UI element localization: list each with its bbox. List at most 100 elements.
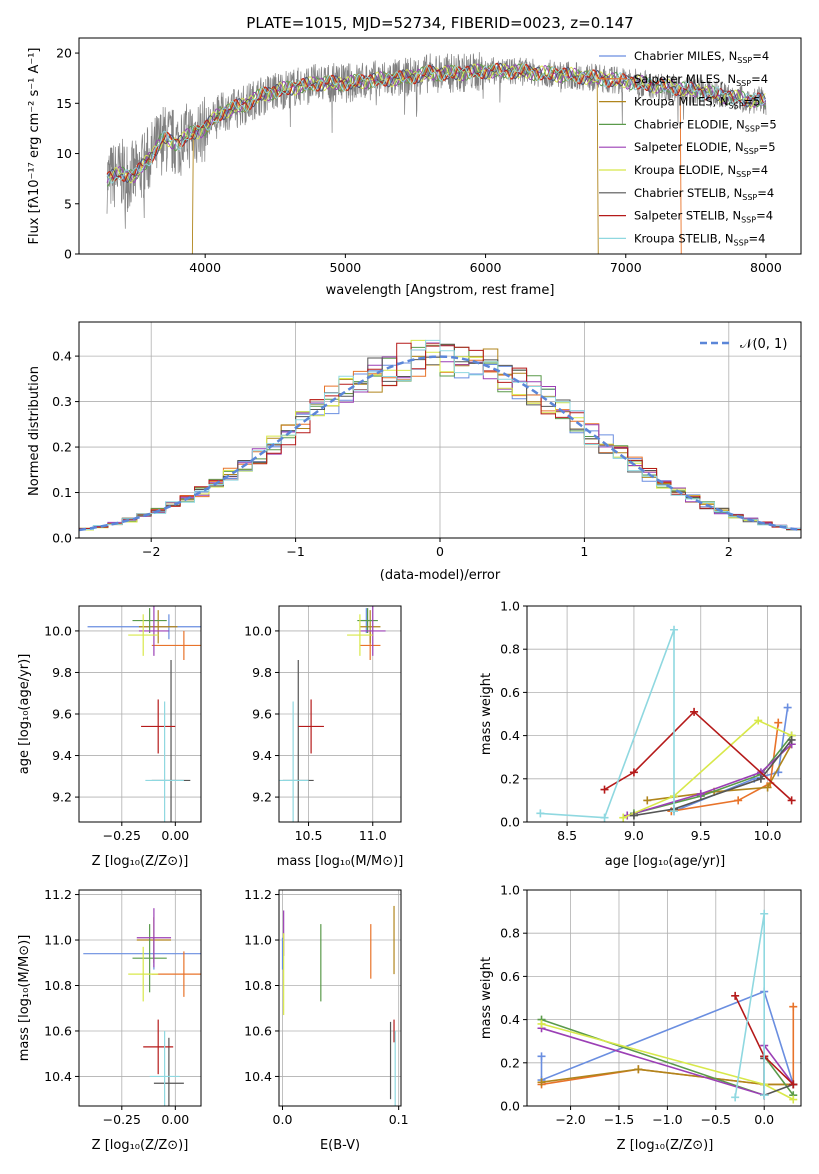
x-tick-label: −0.5 [701, 1112, 731, 1127]
x-tick-label: 7000 [610, 260, 642, 275]
y-tick-label: 9.6 [252, 707, 272, 722]
y-tick-label: 0.0 [500, 1099, 520, 1114]
weight-point-marker [619, 813, 628, 822]
weight-point-marker [643, 796, 652, 805]
y-tick-label: 9.4 [52, 748, 72, 763]
axes-frame [278, 889, 402, 1107]
legend-label-5: Kroupa ELODIE, NSSP=4 [634, 163, 768, 179]
weight-line-8 [540, 629, 675, 819]
weight-line-7 [604, 710, 793, 801]
weight-point-marker [763, 783, 772, 792]
plot-area [279, 606, 386, 822]
mass-y-label: mass [log₁₀(M/M⊙)] [17, 935, 32, 1062]
mass-vs-metallicity-panel: −0.25 0.00 10.4 10.6 10.8 11.0 11.2 [44, 887, 202, 1127]
weight-point-marker [600, 813, 609, 822]
x-tick-label: 4000 [189, 260, 221, 275]
weight-point-marker [754, 716, 763, 725]
y-tick-label: 0.6 [500, 685, 520, 700]
weight-point-marker [537, 1019, 546, 1028]
y-tick-label: 11.0 [44, 933, 72, 948]
normal-curve-legend-label: 𝒩(0, 1) [740, 337, 787, 352]
weight-point-marker [696, 789, 705, 798]
legend-label-6: Chabrier STELIB, NSSP=4 [634, 186, 774, 202]
weight-point-marker [789, 1002, 798, 1011]
x-tick-label: 10.5 [295, 828, 323, 843]
model-spectrum-8 [106, 63, 766, 184]
x-tick-label: −0.25 [103, 828, 141, 843]
residual-histogram-panel: −2 −1 0 1 2 0.0 0.1 0.2 0.3 0.4 [52, 321, 802, 559]
weight-line-3 [633, 735, 793, 815]
weight-point-marker [789, 1095, 798, 1104]
x-tick-label: 0.1 [389, 1112, 409, 1127]
observed-spectrum [106, 52, 767, 229]
weight-z-x-label: Z [log₁₀(Z/Z⊙)] [617, 1138, 714, 1153]
x-tick-label: −2.0 [555, 1112, 585, 1127]
weight-line-2 [647, 743, 793, 802]
y-tick-label: 0.3 [52, 394, 72, 409]
weight-point-marker [787, 796, 796, 805]
histogram-legend: 𝒩(0, 1) [700, 337, 787, 352]
x-tick-label: −1 [286, 544, 304, 559]
x-tick-label: 0.00 [161, 1112, 189, 1127]
weight-point-marker [629, 811, 638, 820]
y-tick-label: 0.0 [52, 531, 72, 546]
legend-label-1: Salpeter MILES, NSSP=4 [634, 72, 768, 88]
x-tick-label: −0.25 [103, 1112, 141, 1127]
y-tick-label: 0.2 [500, 771, 520, 786]
normal-curve [79, 355, 801, 532]
mass-vs-ebv-panel: 0.0 0.1 10.4 10.6 10.8 11.0 11.2 [244, 887, 408, 1127]
x-tick-label: 0.00 [161, 828, 189, 843]
plot-area [83, 908, 201, 1106]
y-tick-label: 0.4 [500, 728, 520, 743]
weight-line-1 [671, 722, 780, 812]
x-tick-label: 11.0 [359, 828, 387, 843]
x-tick-label: 10.0 [754, 828, 782, 843]
y-tick-label: 0.2 [52, 440, 72, 455]
weight-vs-metallicity-panel: −2.0 −1.5 −1.0 −0.5 0.0 0.0 0.2 0.4 0.6 0.8 1.0 [500, 883, 802, 1127]
x-tick-label: 6000 [470, 260, 502, 275]
y-tick-label: 9.4 [252, 748, 272, 763]
age-mass-x-label: mass [log₁₀(M/M⊙)] [277, 854, 404, 869]
weight-line-5 [622, 719, 792, 819]
y-tick-label: 10.8 [244, 978, 272, 993]
y-tick-label: 0.1 [52, 485, 72, 500]
y-tick-label: 11.2 [244, 887, 272, 902]
plot-area [281, 905, 396, 1106]
spectrum-x-label: wavelength [Angstrom, rest frame] [326, 283, 555, 298]
model-spectrum-4 [106, 63, 766, 184]
x-tick-label: 8000 [750, 260, 782, 275]
y-tick-label: 0.6 [500, 969, 520, 984]
residual-histogram-5 [79, 339, 801, 531]
legend-label-8: Kroupa STELIB, NSSP=4 [634, 231, 765, 247]
weight-vs-age-panel: 8.5 9.0 9.5 10.0 0.0 0.2 0.4 0.6 0.8 1.0 [500, 599, 802, 843]
y-tick-label: 10.6 [244, 1023, 272, 1038]
model-spectrum-7 [106, 62, 766, 182]
weight-point-marker [787, 735, 796, 744]
y-tick-label: 5 [64, 196, 72, 211]
weight-point-marker [760, 1091, 769, 1100]
y-tick-label: 10 [56, 146, 72, 161]
weight-age-x-label: age [log₁₀(age/yr)] [605, 854, 726, 869]
mass-z-x-label: Z [log₁₀(Z/Z⊙)] [92, 1138, 189, 1153]
weight-point-marker [670, 625, 679, 634]
legend-label-3: Chabrier ELODIE, NSSP=5 [634, 117, 777, 133]
legend-label-0: Chabrier MILES, NSSP=4 [634, 49, 769, 65]
x-tick-label: 0.0 [754, 1112, 774, 1127]
model-spectrum-5 [106, 63, 766, 184]
weight-point-marker [774, 718, 783, 727]
axes-frame [526, 605, 802, 823]
axes-frame [78, 37, 802, 255]
y-tick-label: 1.0 [500, 599, 520, 614]
weight-point-marker [634, 1065, 643, 1074]
plot-area [79, 339, 801, 532]
weight-z-y-label: mass weight [479, 957, 494, 1039]
y-tick-label: 20 [56, 46, 72, 61]
spectrum-legend: Chabrier MILES, NSSP=4 Salpeter MILES, NS… [599, 49, 777, 247]
x-tick-label: 9.0 [624, 828, 644, 843]
y-tick-label: 0.4 [500, 1012, 520, 1027]
y-tick-label: 15 [56, 96, 72, 111]
legend-label-4: Salpeter ELODIE, NSSP=5 [634, 140, 776, 156]
plot-area [87, 606, 201, 822]
y-tick-label: 0.4 [52, 349, 72, 364]
